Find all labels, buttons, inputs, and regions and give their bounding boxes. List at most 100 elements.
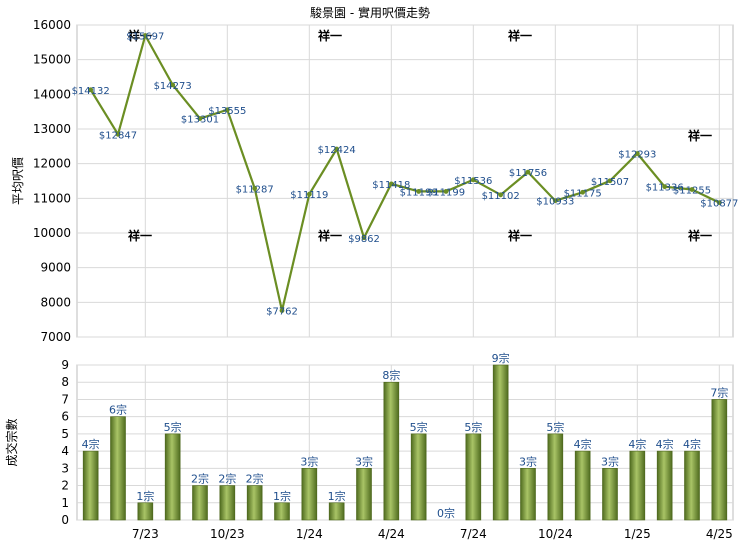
bar-y-tick-label: 2 — [61, 479, 69, 493]
transaction-bar — [656, 450, 673, 521]
transaction-bar — [164, 433, 181, 521]
price-data-label: $11175 — [564, 188, 602, 199]
price-data-label: $10933 — [536, 197, 574, 208]
price-data-label: $11102 — [482, 191, 520, 202]
transaction-bar — [711, 399, 728, 521]
price-point — [115, 131, 121, 137]
price-data-label: $11756 — [509, 168, 547, 179]
price-point — [170, 82, 176, 88]
transaction-bar — [629, 450, 646, 521]
transaction-bar — [602, 468, 618, 521]
transaction-data-label: 1宗 — [136, 489, 154, 503]
price-point — [88, 87, 94, 93]
bar-y-tick-label: 5 — [61, 427, 69, 441]
transaction-data-label: 4宗 — [628, 437, 646, 451]
price-data-label: $11336 — [646, 183, 684, 194]
watermark: 祥一 — [318, 228, 342, 243]
bar-plot-area — [76, 364, 734, 521]
price-data-label: $12424 — [318, 145, 356, 156]
transaction-data-label: 5宗 — [410, 420, 428, 434]
price-point — [498, 192, 504, 198]
line-y-axis-title: 平均呎價 — [11, 157, 25, 205]
transaction-bar — [192, 485, 208, 521]
watermark: 祥一 — [508, 28, 532, 43]
price-data-label: $14132 — [72, 86, 110, 97]
price-point — [252, 185, 258, 191]
price-data-label: $11119 — [290, 190, 328, 201]
line-y-tick-label: 11000 — [33, 191, 71, 205]
price-data-label: $13555 — [208, 106, 246, 117]
bar-y-tick-label: 1 — [61, 496, 69, 510]
price-point — [279, 308, 285, 313]
price-series-line — [89, 34, 720, 312]
line-y-tick-label: 13000 — [33, 122, 71, 136]
line-y-tick-label: 9000 — [40, 261, 71, 275]
price-data-label: $11507 — [591, 177, 629, 188]
watermark: 祥一 — [128, 28, 152, 43]
price-point — [525, 169, 531, 175]
bar-y-axis-title: 成交宗數 — [4, 418, 19, 466]
watermark: 祥一 — [318, 28, 342, 43]
price-point — [716, 200, 722, 205]
price-data-label: $12293 — [618, 150, 656, 161]
price-data-label: $11536 — [454, 176, 492, 187]
transaction-data-label: 1宗 — [273, 489, 291, 503]
transaction-data-label: 9宗 — [492, 351, 510, 365]
line-y-tick-label: 10000 — [33, 226, 71, 240]
price-data-label: $11199 — [427, 187, 465, 198]
price-data-label: $11255 — [673, 185, 711, 196]
line-y-tick-label: 12000 — [33, 157, 71, 171]
bar-y-tick-label: 8 — [61, 375, 69, 389]
price-line-chart: 7000 8000 9000 10000 11000 12000 13000 14000 150… — [11, 5, 738, 344]
price-data-label: $10877 — [700, 199, 738, 210]
price-point — [224, 107, 230, 113]
bar-x-tick-label: 10/24 — [538, 527, 573, 541]
transaction-data-label: 3宗 — [300, 454, 318, 468]
price-point — [361, 235, 367, 241]
transaction-bar — [684, 450, 700, 521]
price-data-label: $9862 — [348, 234, 380, 245]
transaction-bar — [574, 450, 591, 521]
price-data-label: $11418 — [372, 180, 410, 191]
transaction-data-label: 3宗 — [355, 454, 373, 468]
bar-y-tick-label: 6 — [61, 410, 69, 424]
transaction-bar — [82, 450, 99, 521]
price-data-label: $11199 — [400, 187, 438, 198]
transaction-data-label: 1宗 — [328, 489, 346, 503]
bar-x-tick-label: 7/24 — [460, 527, 487, 541]
bar-y-tick-label: 0 — [61, 513, 69, 527]
transaction-bar — [465, 433, 482, 521]
transaction-bar — [356, 468, 372, 521]
price-point — [580, 189, 586, 195]
price-data-label: $11287 — [236, 184, 274, 195]
line-y-tick-label: 16000 — [33, 18, 71, 32]
price-point — [416, 189, 422, 194]
transaction-bar — [274, 502, 290, 521]
transaction-data-label: 0宗 — [437, 506, 455, 520]
chart-title: 駿景園 - 實用呎價走勢 — [310, 5, 430, 20]
transaction-bar — [301, 468, 318, 521]
price-point — [388, 181, 394, 187]
transaction-bar — [547, 433, 564, 521]
transaction-data-label: 5宗 — [546, 420, 564, 434]
line-y-tick-label: 7000 — [40, 330, 71, 344]
transaction-data-label: 7宗 — [710, 385, 728, 399]
bar-x-tick-label: 7/23 — [132, 527, 159, 541]
price-point — [142, 33, 148, 38]
transaction-data-label: 3宗 — [601, 454, 619, 468]
price-point — [634, 151, 640, 156]
bar-x-tick-label: 4/24 — [378, 527, 405, 541]
transactions-bar-chart: 0 1 2 3 4 5 6 7 8 9 7/23 10/23 1/24 4/24 7/24 10/24 1/25… — [4, 351, 734, 541]
transaction-data-label: 4宗 — [683, 437, 701, 451]
price-data-label: $7762 — [266, 307, 298, 318]
transaction-bar — [410, 433, 427, 521]
line-y-tick-label: 15000 — [33, 53, 71, 67]
bar-y-tick-label: 3 — [61, 461, 69, 475]
bar-x-tick-label: 4/25 — [706, 527, 733, 541]
transaction-bar — [520, 468, 536, 521]
bar-x-tick-label: 10/23 — [210, 527, 245, 541]
price-data-label: $15697 — [126, 32, 164, 43]
transaction-data-label: 4宗 — [82, 437, 100, 451]
